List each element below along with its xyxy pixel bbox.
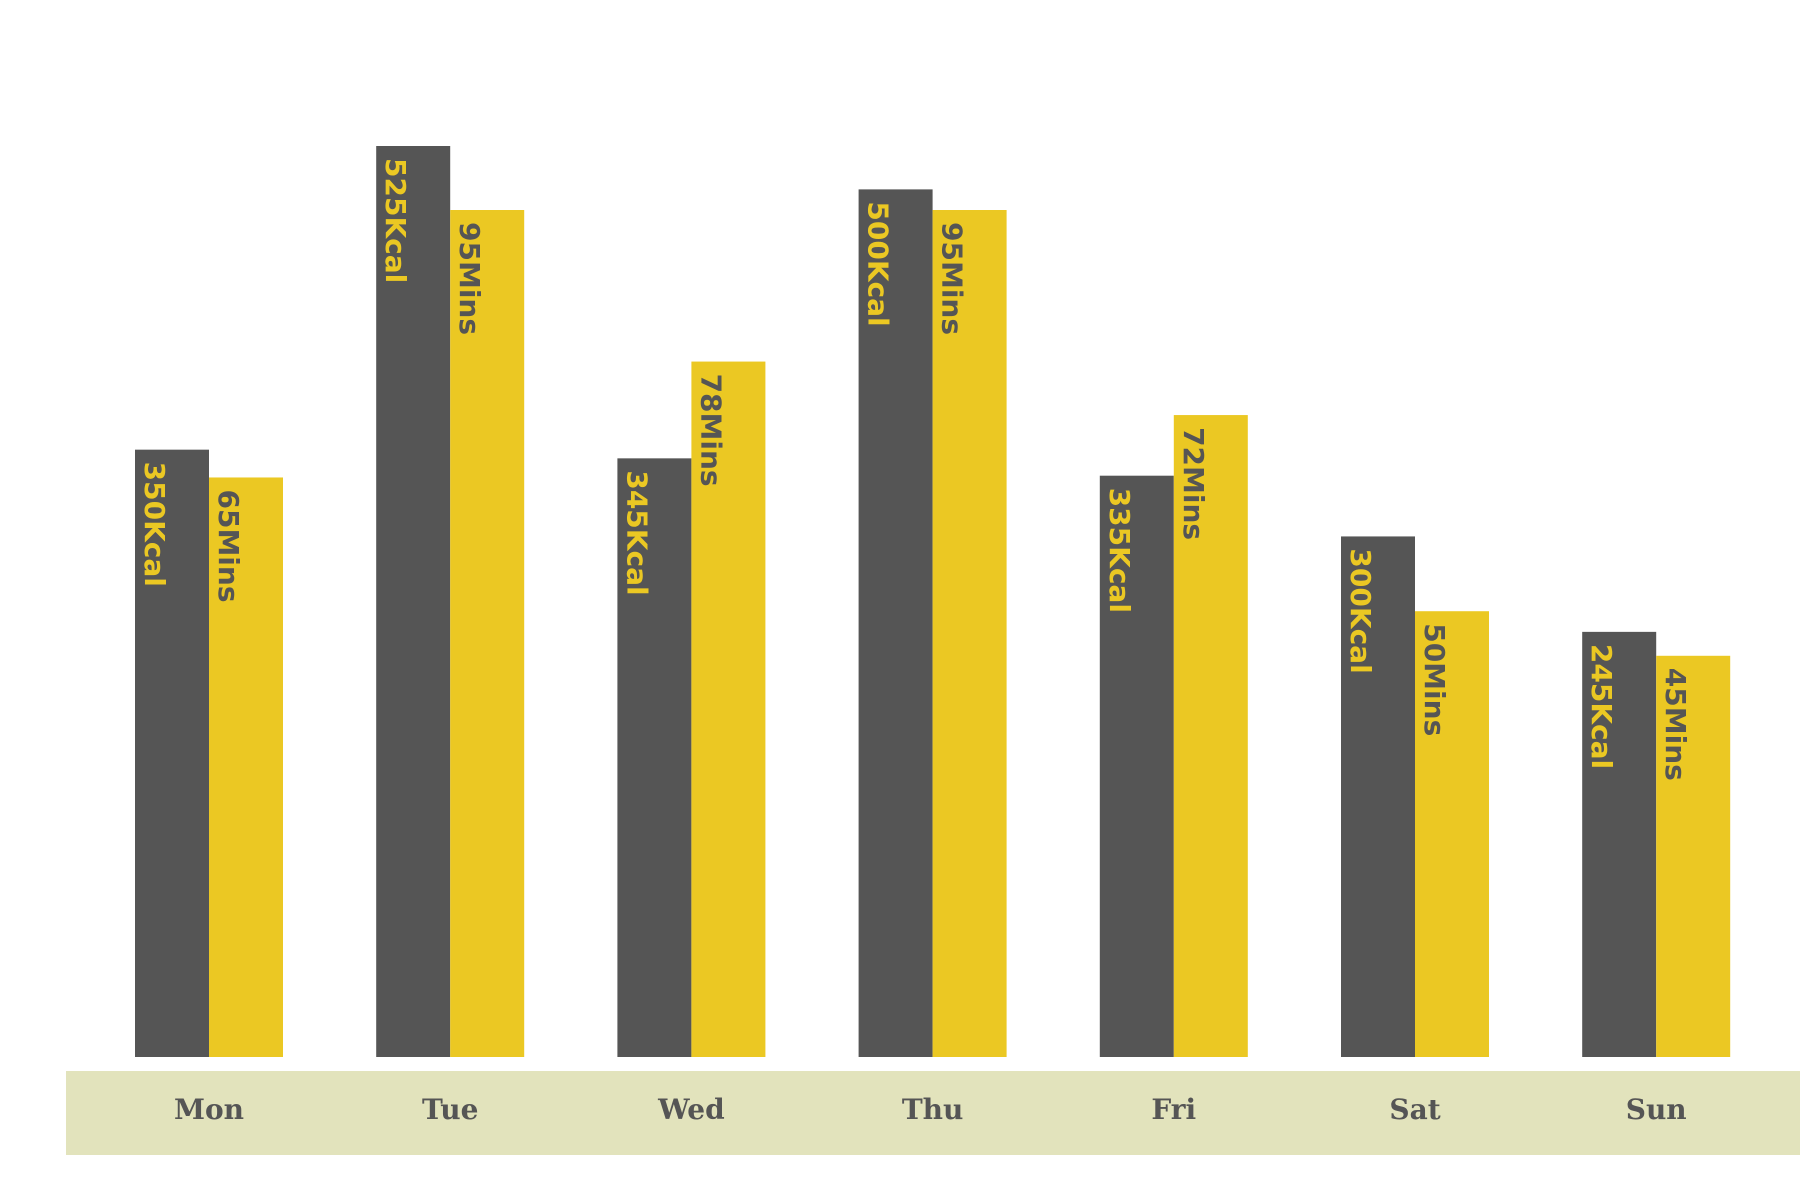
bar-calories-mon xyxy=(135,449,209,1058)
label-calories-sun: 245Kcal xyxy=(1585,644,1618,769)
label-minutes-sun: 45Mins xyxy=(1659,668,1692,781)
day-label-sun: Sun xyxy=(1626,1093,1687,1126)
day-label-thu: Thu xyxy=(902,1093,964,1126)
label-minutes-wed: 78Mins xyxy=(694,374,727,487)
bar-calories-wed xyxy=(617,458,692,1057)
bar-calories-tue xyxy=(376,146,451,1057)
bar-minutes-sat xyxy=(1415,611,1489,1057)
label-minutes-tue: 95Mins xyxy=(453,222,486,335)
bar-minutes-tue xyxy=(450,210,525,1057)
label-calories-tue: 525Kcal xyxy=(379,158,412,283)
day-label-fri: Fri xyxy=(1151,1093,1196,1126)
label-minutes-mon: 65Mins xyxy=(212,489,245,602)
bar-calories-fri xyxy=(1099,475,1174,1057)
bar-calories-thu xyxy=(858,189,933,1057)
label-calories-thu: 500Kcal xyxy=(862,201,895,326)
bar-calories-sun xyxy=(1582,631,1657,1057)
day-label-wed: Wed xyxy=(657,1093,725,1126)
label-minutes-thu: 95Mins xyxy=(936,222,969,335)
label-calories-mon: 350Kcal xyxy=(138,462,171,587)
axis-band xyxy=(66,1071,1800,1155)
bar-minutes-fri xyxy=(1173,415,1248,1057)
day-label-mon: Mon xyxy=(174,1093,244,1126)
bars-group xyxy=(135,146,1731,1058)
label-calories-sat: 300Kcal xyxy=(1344,548,1377,673)
day-labels-group: Mon Tue Wed Thu Fri Sat Sun xyxy=(174,1093,1687,1126)
label-calories-fri: 335Kcal xyxy=(1103,488,1136,613)
bar-minutes-mon xyxy=(209,477,283,1057)
day-label-sat: Sat xyxy=(1389,1093,1440,1126)
bar-labels-group: 350Kcal 65Mins 525Kcal 95Mins 345Kcal 78Mins 5… xyxy=(138,158,1692,781)
bar-minutes-wed xyxy=(691,361,766,1057)
label-minutes-fri: 72Mins xyxy=(1177,427,1210,540)
bar-minutes-thu xyxy=(932,210,1007,1057)
label-minutes-sat: 50Mins xyxy=(1418,623,1451,736)
bar-calories-sat xyxy=(1341,536,1415,1057)
label-calories-wed: 345Kcal xyxy=(620,470,653,595)
bar-minutes-sun xyxy=(1656,655,1731,1057)
day-label-tue: Tue xyxy=(422,1093,478,1126)
